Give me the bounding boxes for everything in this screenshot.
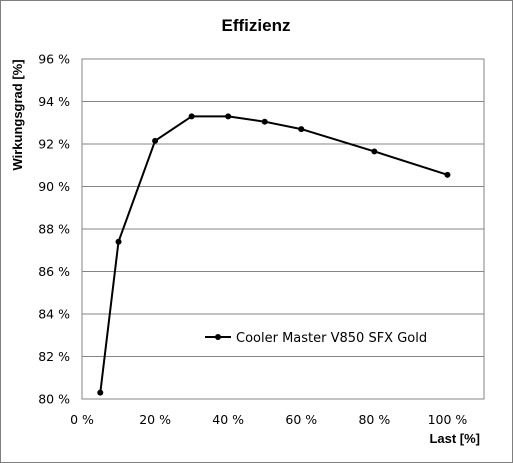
chart-title: Effizienz <box>222 16 291 35</box>
data-point <box>298 126 305 133</box>
data-point <box>444 171 451 178</box>
y-tick-label: 86 % <box>38 264 70 279</box>
y-axis-label: Wirkungsgrad [%] <box>10 59 25 170</box>
y-tick-label: 82 % <box>38 349 70 364</box>
data-point <box>152 137 159 144</box>
y-tick-label: 84 % <box>38 307 70 322</box>
legend: Cooler Master V850 SFX Gold <box>205 331 427 346</box>
x-tick-label: 0 % <box>70 412 94 427</box>
x-tick-labels: 0 % 20 % 40 % 60 % 80 % 100 % <box>70 412 467 427</box>
x-tick-label: 60 % <box>285 412 317 427</box>
y-tick-label: 80 % <box>38 392 70 407</box>
y-tick-labels: 80 % 82 % 84 % 86 % 88 % 90 % 92 % 94 % 96 % <box>38 52 70 407</box>
plot-area <box>81 58 485 400</box>
data-point <box>371 148 378 155</box>
gridlines <box>82 101 484 357</box>
y-tick-label: 96 % <box>38 52 70 67</box>
data-point <box>115 238 122 245</box>
y-tick-label: 88 % <box>38 222 70 237</box>
x-tick-label: 20 % <box>139 412 171 427</box>
series-layer <box>97 113 451 396</box>
x-tick-label: 100 % <box>428 412 468 427</box>
legend-marker <box>215 334 221 340</box>
y-tick-label: 92 % <box>38 137 70 152</box>
x-tick-label: 40 % <box>212 412 244 427</box>
data-point <box>261 118 268 125</box>
x-tick-label: 80 % <box>358 412 390 427</box>
series-line <box>99 115 448 393</box>
y-tick-label: 94 % <box>38 94 70 109</box>
y-tick-label: 90 % <box>38 179 70 194</box>
x-axis-label: Last [%] <box>429 431 480 446</box>
data-point <box>225 113 232 120</box>
legend-label: Cooler Master V850 SFX Gold <box>236 331 427 346</box>
data-point <box>188 113 195 120</box>
data-point <box>97 389 104 396</box>
